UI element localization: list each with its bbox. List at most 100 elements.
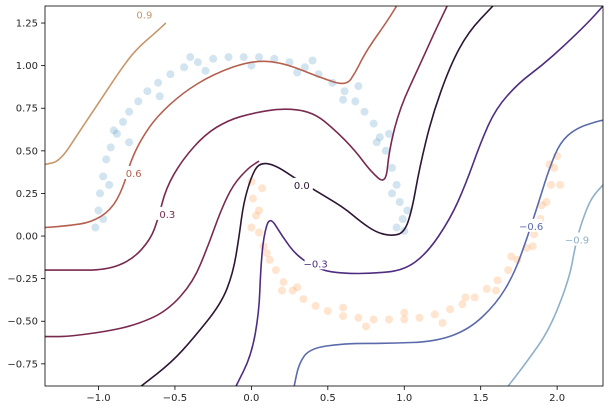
scatter-point-blue [381,146,390,155]
x-tick-label: 0.5 [320,393,336,404]
contour-line [45,6,448,271]
scatter-point-blue [109,126,118,135]
scatter-point-blue [339,95,348,104]
scatter-point-orange [265,255,274,264]
scatter-point-orange [354,313,363,322]
scatter-point-orange [461,293,470,302]
x-tick-label: 1.5 [473,393,489,404]
scatter-point-blue [105,180,114,189]
scatter-point-blue [134,97,143,106]
y-tick-label: 0.00 [16,232,38,243]
scatter-point-blue [308,56,317,65]
scatter-point-orange [446,305,455,314]
scatter-point-blue [392,180,401,189]
contour-line [235,6,603,386]
scatter-point-blue [201,66,210,75]
scatter-point-blue [119,117,127,126]
scatter-point-orange [293,283,302,292]
contour-label: −0.3 [303,259,327,270]
scatter-point-blue [154,78,163,87]
scatter-point-blue [285,58,294,67]
scatter-point-blue [360,107,369,116]
contour-label: 0.6 [126,169,142,180]
scatter-point-orange [415,313,424,322]
contour-line [45,6,398,229]
scatter-point-orange [400,308,409,317]
scatter-point-blue [369,119,378,128]
scatter-point-blue [91,223,100,232]
y-tick-label: −0.75 [7,359,38,370]
scatter-point-blue [224,53,233,62]
scatter-point-blue [143,87,152,96]
scatter-point-blue [106,143,115,152]
scatter-point-blue [96,189,104,198]
scatter-point-orange [255,206,263,215]
scatter-point-blue [112,129,121,138]
scatter-point-blue [388,163,396,172]
contour-label-background [566,232,589,246]
y-tick-label: 0.75 [16,104,38,115]
scatter-point-orange [278,286,286,295]
scatter-points [91,53,565,331]
scatter-point-orange [537,201,546,210]
scatter-point-orange [430,310,439,319]
y-tick-label: 0.25 [16,189,38,200]
scatter-point-orange [339,303,348,312]
scatter-point-blue [392,223,401,232]
scatter-point-blue [255,53,263,62]
scatter-point-orange [279,278,288,287]
scatter-point-blue [293,68,302,77]
y-axis-ticks: −0.75 −0.50 −0.25 0.00 0.25 0.50 0.75 1.00 1.25 [7,19,45,370]
scatter-point-blue [180,63,189,72]
contour-label-background [290,177,313,191]
scatter-point-orange [258,184,267,193]
contour-label: −0.9 [565,235,589,246]
scatter-point-blue [351,97,360,106]
contour-line [293,119,603,386]
scatter-point-orange [492,286,500,295]
scatter-point-blue [125,138,134,147]
scatter-point-orange [547,180,555,189]
x-tick-label: −1.0 [86,393,110,404]
scatter-point-blue [388,189,396,198]
x-axis-ticks: −1.0 −0.5 0.0 0.5 1.0 1.5 2.0 [86,386,565,404]
scatter-point-blue [155,92,164,101]
scatter-point-blue [340,87,349,96]
scatter-point-orange [369,315,378,324]
scatter-point-blue [403,206,412,215]
scatter-point-orange [311,301,320,310]
contour-label-background [520,218,543,232]
scatter-point-orange [438,319,447,327]
scatter-point-blue [395,198,404,206]
contour-label: 0.0 [294,181,310,192]
scatter-point-orange [400,315,409,324]
scatter-point-blue [270,54,279,63]
contour-label: 0.9 [136,11,152,22]
scatter-point-blue [166,70,175,79]
scatter-point-orange [362,322,370,331]
contour-label-background [122,165,145,179]
scatter-point-orange [252,211,260,220]
scatter-point-blue [94,206,103,215]
scatter-point-blue [125,107,134,116]
scatter-point-orange [288,286,297,295]
scatter-point-orange [255,228,263,237]
y-tick-label: 1.25 [16,19,38,30]
scatter-point-orange [507,252,516,261]
scatter-point-blue [99,172,108,181]
x-tick-label: 1.0 [396,393,412,404]
contour-line [507,184,603,386]
scatter-point-orange [299,295,308,304]
scatter-point-blue [186,53,195,62]
y-tick-label: −0.50 [7,317,38,328]
scatter-point-blue [102,155,111,164]
scatter-point-blue [354,82,363,91]
contour-label: −0.6 [519,222,543,233]
scatter-point-orange [271,266,280,275]
contour-line [45,22,167,166]
y-tick-label: −0.25 [7,274,38,285]
scatter-point-blue [193,58,202,67]
scatter-point-orange [323,307,332,315]
contour-label: 0.3 [159,210,175,221]
x-tick-label: 2.0 [549,393,565,404]
